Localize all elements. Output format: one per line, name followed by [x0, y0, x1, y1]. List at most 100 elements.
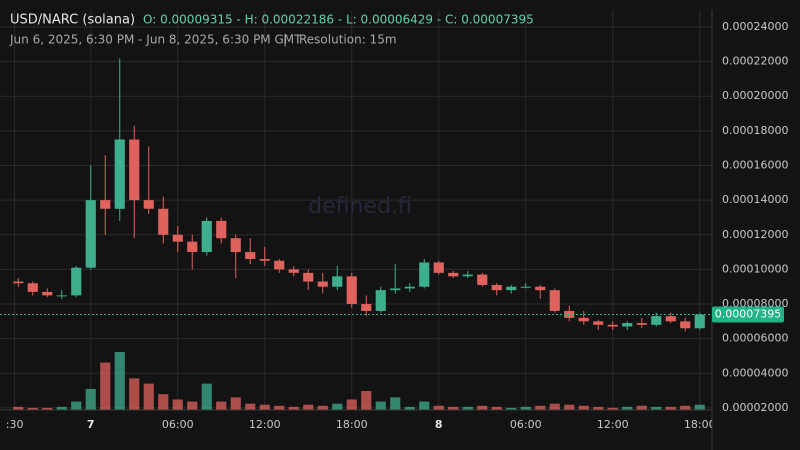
- candle-body: [216, 220, 227, 239]
- chart-title: USD/NARC (solana): [10, 13, 135, 28]
- volume-bar: [549, 403, 560, 410]
- volume-bar: [593, 406, 604, 410]
- y-tick-label: 0.00022000: [722, 55, 788, 68]
- volume-bar: [42, 407, 53, 410]
- y-tick-label: 0.00010000: [722, 262, 788, 275]
- candle-body: [42, 291, 53, 296]
- x-tick-label: 8: [435, 418, 443, 431]
- volume-bar: [13, 406, 24, 410]
- candle-body: [404, 286, 415, 289]
- volume-bar: [245, 403, 256, 410]
- watermark: defined.fi: [308, 194, 412, 219]
- candle-body: [680, 321, 691, 329]
- candle-body: [477, 274, 488, 285]
- volume-bar: [85, 388, 96, 410]
- candle-body: [143, 200, 154, 209]
- volume-bar: [259, 404, 270, 410]
- volume-bar: [535, 405, 546, 410]
- x-tick-label: 18:00: [684, 418, 716, 431]
- y-tick-label: 0.00012000: [722, 228, 788, 241]
- y-tick-label: 0.00006000: [722, 332, 788, 345]
- volume-bar: [506, 407, 517, 410]
- last-price-label: 0.00007395: [715, 308, 781, 321]
- candle-body: [462, 274, 473, 277]
- candle-body: [535, 286, 546, 291]
- volume-bar: [230, 397, 241, 410]
- candle-body: [622, 323, 633, 327]
- candle-body: [332, 276, 343, 287]
- volume-bar: [332, 403, 343, 410]
- volume-bar: [622, 406, 633, 410]
- candle-body: [419, 262, 430, 287]
- candle-body: [245, 252, 256, 260]
- y-tick-label: 0.00016000: [722, 158, 788, 171]
- volume-bar: [317, 405, 328, 410]
- candle-body: [172, 234, 183, 242]
- y-tick-label: 0.00004000: [722, 366, 788, 379]
- candle-body: [230, 238, 241, 253]
- candle-body: [448, 272, 459, 277]
- volume-bar: [56, 406, 67, 410]
- x-tick-label: 06:00: [162, 418, 194, 431]
- candle-body: [346, 276, 357, 305]
- candle-body: [288, 269, 299, 273]
- volume-bar: [158, 394, 169, 410]
- volume-bar: [578, 405, 589, 410]
- volume-bar: [462, 406, 473, 410]
- volume-bar: [564, 404, 575, 410]
- resolution: Resolution: 15m: [299, 33, 397, 47]
- volume-bar: [404, 406, 415, 410]
- candle-body: [491, 284, 502, 291]
- y-tick-label: 0.00024000: [722, 20, 788, 33]
- volume-bar: [346, 399, 357, 410]
- y-tick-label: 0.00002000: [722, 401, 788, 414]
- x-tick-label: :30: [6, 418, 24, 431]
- volume-bar: [71, 401, 82, 410]
- candle-body: [433, 262, 444, 273]
- volume-bar: [607, 407, 618, 410]
- volume-bar: [680, 405, 691, 410]
- x-tick-label: 12:00: [597, 418, 629, 431]
- candle-body: [578, 317, 589, 322]
- candle-body: [129, 139, 140, 201]
- y-tick-label: 0.00018000: [722, 124, 788, 137]
- x-tick-label: 7: [87, 418, 95, 431]
- last-price-box: [712, 306, 784, 323]
- volume-bar: [694, 404, 705, 410]
- candle-body: [27, 283, 38, 292]
- volume-bar: [375, 401, 386, 410]
- volume-bar: [216, 401, 227, 410]
- candle-body: [158, 208, 169, 235]
- volume-bar: [129, 378, 140, 410]
- y-tick-label: 0.00020000: [722, 89, 788, 102]
- volume-bar: [201, 383, 212, 410]
- volume-bar: [288, 406, 299, 410]
- volume-bar: [491, 406, 502, 410]
- volume-bar: [665, 406, 676, 410]
- candle-body: [549, 290, 560, 311]
- volume-bar: [274, 405, 285, 410]
- x-tick-label: 18:00: [336, 418, 368, 431]
- separator: |: [283, 33, 287, 47]
- y-tick-label: 0.00014000: [722, 193, 788, 206]
- candle-body: [56, 295, 67, 297]
- candle-body: [259, 259, 270, 261]
- candle-body: [375, 290, 386, 311]
- candle-body: [114, 139, 125, 209]
- volume-bar: [361, 391, 372, 410]
- volume-bar: [419, 401, 430, 410]
- volume-bar: [100, 362, 111, 410]
- volume-bar: [390, 397, 401, 410]
- volume-bar: [433, 405, 444, 410]
- volume-bar: [172, 399, 183, 410]
- candle-body: [317, 281, 328, 287]
- subtitle: Jun 6, 2025, 6:30 PM - Jun 8, 2025, 6:30…: [9, 33, 302, 47]
- candle-body: [651, 316, 662, 325]
- candle-body: [520, 286, 531, 288]
- candle-body: [636, 323, 647, 325]
- ohlc-summary: O: 0.00009315 - H: 0.00022186 - L: 0.000…: [143, 13, 534, 27]
- candle-body: [593, 321, 604, 325]
- candle-body: [361, 304, 372, 311]
